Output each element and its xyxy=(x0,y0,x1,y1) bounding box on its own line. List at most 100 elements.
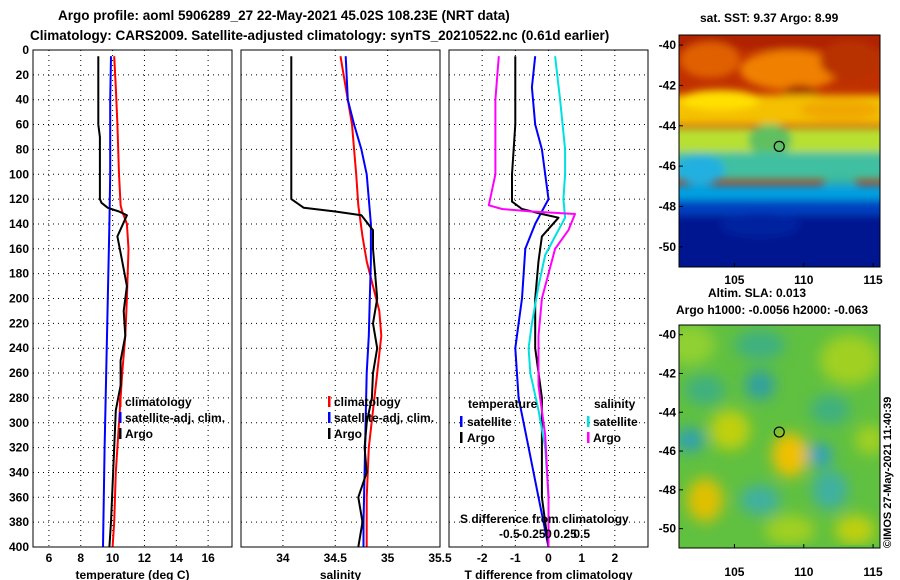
temperature-frame xyxy=(32,49,233,548)
temperature-series-argo-line xyxy=(97,56,128,547)
salinity-legend-label: climatology xyxy=(334,395,401,409)
temperature-legend-swatch xyxy=(119,428,122,439)
y-tick-label: 20 xyxy=(16,68,30,82)
temperature-x-tick-label: 6 xyxy=(46,551,53,565)
y-tick-label: 200 xyxy=(9,292,29,306)
sst_map-y-tick-label: -42 xyxy=(659,78,677,92)
difference-panel: -2 -1 0 1 2 T difference from climatology temp… xyxy=(448,49,649,580)
sla_map-x-tick-label: 115 xyxy=(863,565,883,579)
diff-legend-salinity-title: salinity xyxy=(594,397,636,411)
y-tick-label: 80 xyxy=(16,142,30,156)
diff-legend-temperature-label: satellite xyxy=(467,415,512,429)
sla_map-y-tick-label: -44 xyxy=(659,405,677,419)
y-tick-label: 220 xyxy=(9,316,29,330)
diff-legend-temperature-label: Argo xyxy=(467,431,495,445)
temperature-x-tick-label: 12 xyxy=(138,551,152,565)
salinity-series-argo-line xyxy=(290,56,379,547)
sla-map-field xyxy=(679,325,880,545)
figure-title-line2: Climatology: CARS2009. Satellite-adjuste… xyxy=(30,28,609,43)
salinity-x-axis-label: salinity xyxy=(320,568,362,580)
temperature-x-axis-label: temperature (deg C) xyxy=(75,568,189,580)
y-tick-label: 280 xyxy=(9,391,29,405)
differences-x-tick-label: 0 xyxy=(545,551,552,565)
sla_map-y-tick-label: -42 xyxy=(659,366,677,380)
differences-x-tick-label: 2 xyxy=(611,551,618,565)
salinity-legend-swatch xyxy=(328,428,331,439)
y-tick-label: 300 xyxy=(9,416,29,430)
diff-secondary-tick-label: -0.25 xyxy=(518,527,546,541)
diff-legend-salinity-label: satellite xyxy=(593,415,638,429)
sla_map-y-tick-label: -48 xyxy=(659,483,677,497)
sst_map-y-tick-label: -46 xyxy=(659,159,677,173)
sla-map-title-line1: Altim. SLA: 0.013 xyxy=(708,286,806,300)
sst-profile-location-marker xyxy=(773,140,785,152)
sst_map-y-tick-label: -44 xyxy=(659,119,677,133)
y-tick-label: 360 xyxy=(9,490,29,504)
differences-grid xyxy=(449,50,648,547)
diff-secondary-tick-label: -0.5 xyxy=(499,527,520,541)
diff-secondary-tick-label: 0 xyxy=(545,527,552,541)
y-tick-label: 240 xyxy=(9,341,29,355)
sst-map xyxy=(678,34,881,268)
y-tick-label: 260 xyxy=(9,366,29,380)
sla_map-y-tick-label: -46 xyxy=(659,444,677,458)
salinity-panel: 34 34.5 35 35.5 salinity climatology satellite… xyxy=(240,49,452,580)
temperature-panel: 0 20 40 60 80 100 120 140 160 180 200 220 240 260 280 3… xyxy=(9,43,233,580)
temperature-series xyxy=(97,56,130,547)
differences-series-salinity-satellite-line xyxy=(527,56,567,547)
y-tick-label: 140 xyxy=(9,217,29,231)
salinity-x-tick-label: 34.5 xyxy=(324,551,348,565)
temperature-x-tick-label: 8 xyxy=(77,551,84,565)
differences-series-salinity-argo-line xyxy=(487,56,576,547)
salinity-legend-label: Argo xyxy=(334,427,362,441)
y-tick-label: 60 xyxy=(16,118,30,132)
diff-legend-swatch xyxy=(460,432,463,443)
diff-secondary-tick-label: 0.25 xyxy=(553,527,577,541)
salinity-legend-swatch xyxy=(328,412,331,423)
sst_map-x-tick-label: 115 xyxy=(863,273,883,287)
sst_map-x-tick-label: 105 xyxy=(724,273,744,287)
y-tick-label: 120 xyxy=(9,192,29,206)
y-tick-label: 180 xyxy=(9,267,29,281)
sla-map xyxy=(678,324,881,549)
salinity-legend-label: satellite-adj. clim. xyxy=(334,411,434,425)
y-tick-label: 100 xyxy=(9,167,29,181)
sla-map-title-line2: Argo h1000: -0.0056 h2000: -0.063 xyxy=(676,303,868,317)
salinity-series-climatology-line xyxy=(339,56,383,547)
sla-profile-location-marker xyxy=(773,426,785,438)
temperature-legend-label: Argo xyxy=(125,427,153,441)
sla_map-y-tick-label: -50 xyxy=(659,522,677,536)
differences-series-temperature-satellite-line xyxy=(514,56,550,547)
y-tick-label: 340 xyxy=(9,465,29,479)
temperature-grid xyxy=(33,50,232,547)
sla_map-x-tick-label: 105 xyxy=(724,565,744,579)
salinity-x-tick-label: 35.5 xyxy=(428,551,452,565)
temperature-series-climatology-line xyxy=(111,56,130,547)
differences-x-axis-label: T difference from climatology xyxy=(464,568,632,580)
salinity-grid xyxy=(241,50,440,547)
y-tick-label: 320 xyxy=(9,441,29,455)
sst_map-y-tick-label: -48 xyxy=(659,199,677,213)
y-tick-label: 400 xyxy=(9,540,29,554)
diff-secondary-tick-label: 0.5 xyxy=(573,527,590,541)
differences-x-tick-label: -1 xyxy=(510,551,521,565)
temperature-series-satellite-adj-clim--line xyxy=(102,56,112,547)
y-tick-label: 40 xyxy=(16,93,30,107)
sla_map-y-tick-label: -40 xyxy=(659,328,677,342)
differences-x-tick-label: 1 xyxy=(578,551,585,565)
sst-map-field xyxy=(679,35,880,267)
salinity-series xyxy=(290,56,383,547)
figure-title-line1: Argo profile: aoml 5906289_27 22-May-202… xyxy=(58,8,510,23)
imos-credit: ©IMOS 27-May-2021 11:40:39 xyxy=(882,397,894,548)
temperature-legend-swatch xyxy=(119,412,122,423)
sla_map-x-tick-label: 110 xyxy=(794,565,814,579)
temperature-legend-swatch xyxy=(119,396,122,407)
y-tick-label: 0 xyxy=(22,43,29,57)
sst-map-axes: 105 110 115 -40 -42 -44 -46 -48 -50 xyxy=(659,38,883,287)
salinity-frame xyxy=(240,49,441,548)
salinity-legend-swatch xyxy=(328,396,331,407)
temperature-x-tick-label: 16 xyxy=(201,551,215,565)
sla-map-axes: 105 110 115 -40 -42 -44 -46 -48 -50 xyxy=(659,328,883,579)
y-tick-label: 380 xyxy=(9,515,29,529)
